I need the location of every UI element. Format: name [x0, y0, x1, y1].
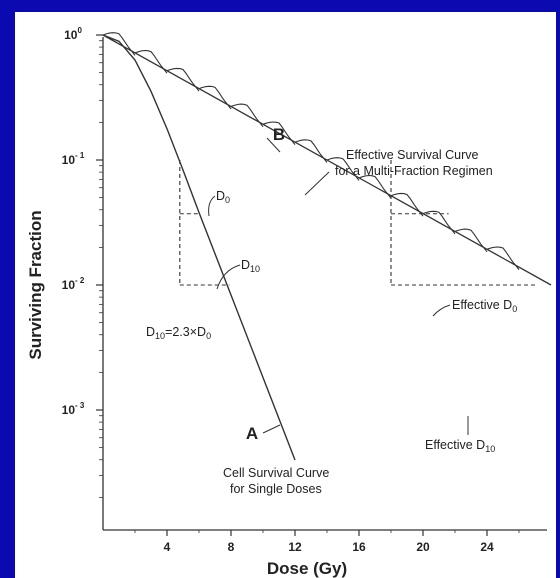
x-axis-title: Dose (Gy) — [267, 559, 347, 578]
series-b-label: B — [273, 125, 285, 144]
series-b-caption-line2: for a Multi-Fraction Regimen — [335, 164, 493, 178]
relation-mid: =2.3×D — [165, 325, 206, 339]
series-b-arrow — [266, 137, 281, 153]
y-tick-label-base: 10 — [62, 278, 76, 292]
relation-pre-sub: 10 — [155, 331, 165, 341]
d0-label-base: D — [216, 189, 225, 203]
curve-b-fraction-segment — [454, 228, 488, 253]
curve-b-fraction-segment — [486, 246, 520, 270]
curve-b-fraction-segment — [422, 210, 456, 235]
effective-d10-label-sub: 10 — [485, 444, 495, 454]
curve-b-fraction-segment — [134, 49, 168, 74]
series-b-caption-line1: Effective Survival Curve — [346, 148, 479, 162]
effective-d0-label-sub: 0 — [512, 304, 517, 314]
series-a-label: A — [246, 424, 258, 443]
y-tick-label-base: 10 — [64, 28, 78, 42]
x-tick-label: 20 — [416, 540, 430, 554]
relation-post-sub: 0 — [206, 331, 211, 341]
y-tick-label-exp: - 2 — [75, 276, 85, 285]
effective-d10-label-base: Effective D — [425, 438, 485, 452]
series-a-caption-line1: Cell Survival Curve — [223, 466, 329, 480]
effective-d0-label: Effective D0 — [452, 298, 517, 314]
effective-d0-label-base: Effective D — [452, 298, 512, 312]
d10-label: D10 — [241, 258, 260, 274]
y-tick-label: 10- 1 — [62, 151, 85, 167]
y-tick-label-exp: - 3 — [75, 401, 85, 410]
curve-b-fraction-segment — [166, 67, 200, 92]
curve-b-fraction-segment — [198, 85, 232, 110]
construction-lines — [179, 160, 535, 286]
curve-b-fraction-segment — [390, 192, 424, 217]
y-tick-label-base: 10 — [62, 153, 76, 167]
series-a-caption-line2: for Single Doses — [230, 482, 322, 496]
series-b-caption-pointer — [304, 171, 330, 196]
y-tick-label: 10- 3 — [62, 401, 85, 417]
x-tick-label: 24 — [480, 540, 494, 554]
y-tick-label: 10- 2 — [62, 276, 85, 292]
y-axis-title: Surviving Fraction — [26, 210, 45, 359]
d0-label-sub: 0 — [225, 195, 230, 205]
curve-b-fraction-segment — [358, 174, 392, 199]
y-tick-label-exp: - 1 — [75, 151, 85, 160]
x-tick-label: 12 — [288, 540, 302, 554]
curve-b-fraction-segment — [230, 103, 264, 128]
x-tick-label: 16 — [352, 540, 366, 554]
curves — [102, 32, 552, 461]
curve-b-fraction-segment — [326, 157, 360, 181]
y-tick-label-base: 10 — [62, 403, 76, 417]
curve-b-fraction-segment — [294, 139, 328, 163]
curve-b-fraction-segment — [102, 32, 136, 56]
x-tick-label: 4 — [164, 540, 171, 554]
relation-pre: D — [146, 325, 155, 339]
d10-d0-relation: D10=2.3×D0 — [146, 325, 211, 341]
d10-label-base: D — [241, 258, 250, 272]
effective-d10-label: Effective D10 — [425, 438, 495, 454]
x-tick-label: 8 — [228, 540, 235, 554]
curve-b-fraction-segment — [262, 121, 296, 145]
labels: A B Cell Survival Curve for Single Doses Eff… — [146, 125, 517, 496]
y-tick-label-exp: 0 — [77, 26, 82, 35]
effective-d0-pointer — [432, 304, 451, 317]
y-tick-label: 100 — [64, 26, 82, 42]
d10-label-sub: 10 — [250, 264, 260, 274]
d0-pointer — [208, 195, 216, 217]
figure-panel: 100 10- 1 10- 2 10- 3 4 8 12 16 20 24 Dose (Gy) Sur… — [15, 12, 556, 578]
series-a-arrow — [262, 424, 281, 434]
curve-a-single-dose — [102, 34, 296, 461]
d0-label: D0 — [216, 189, 230, 205]
d10-pointer — [216, 264, 241, 290]
